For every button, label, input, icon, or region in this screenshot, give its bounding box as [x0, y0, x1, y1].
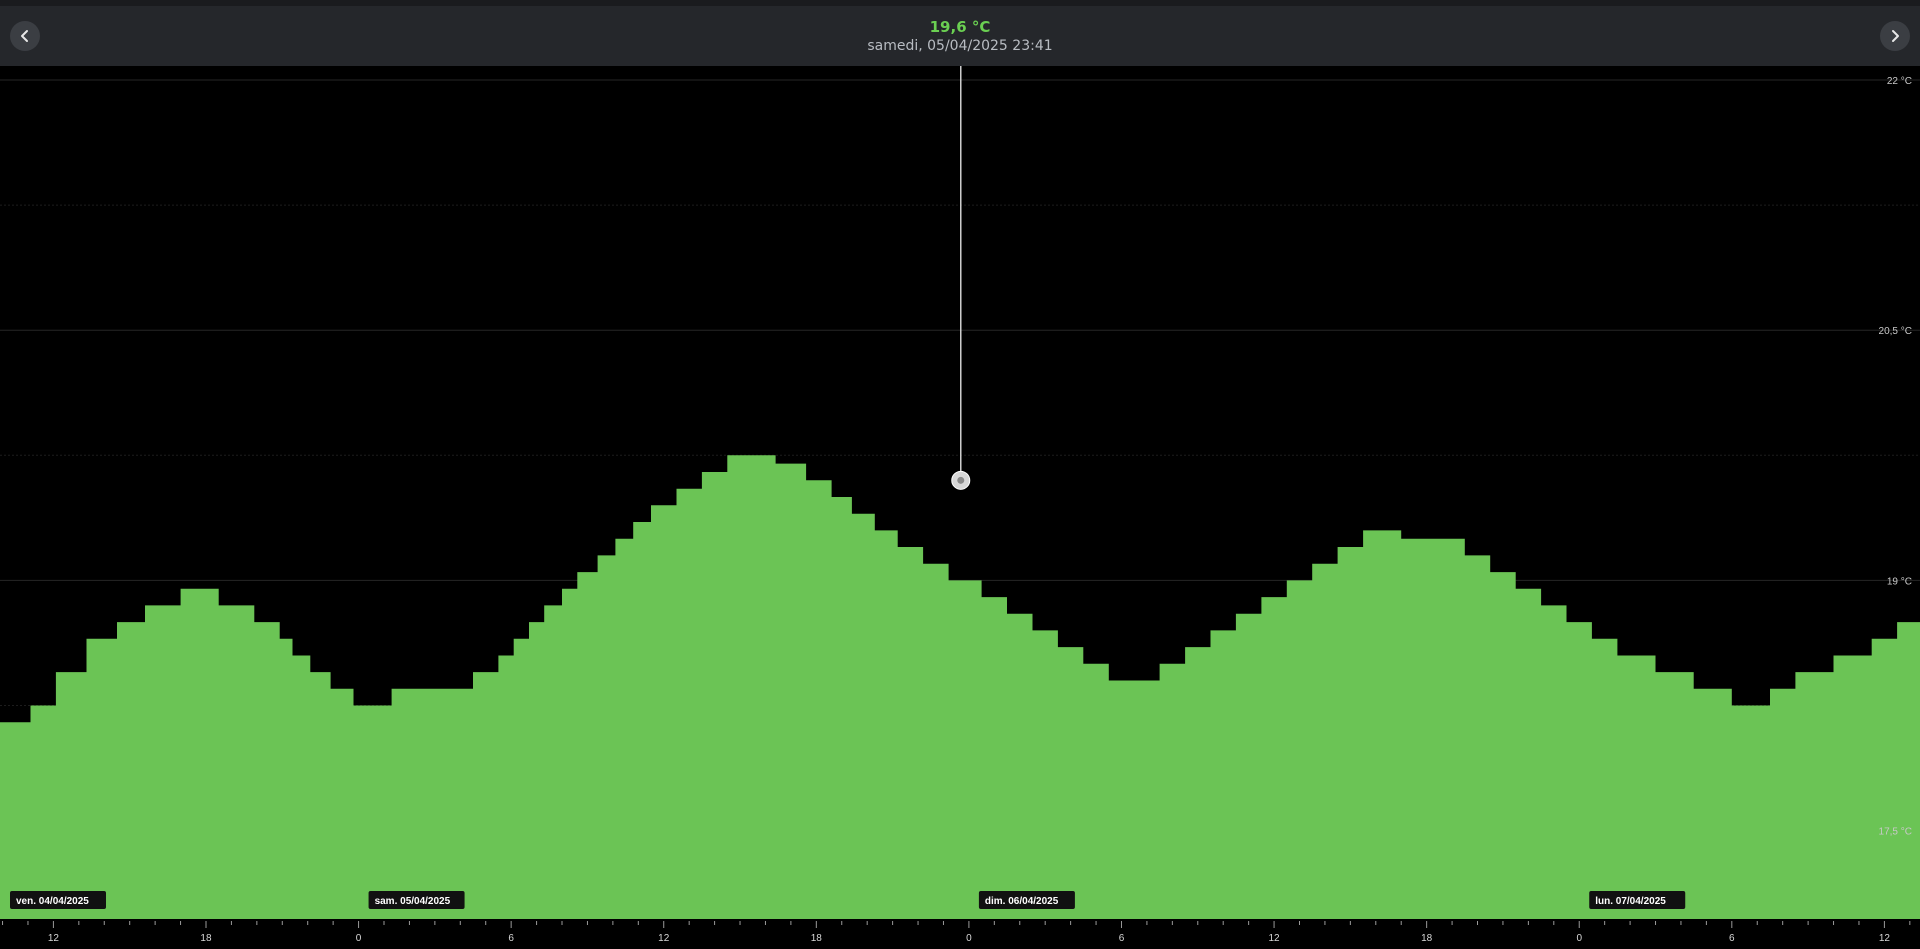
x-axis: 12 18 0 6 12 18 0 6 12 18 0 6 12 [0, 919, 1920, 949]
day-label-text: dim. 06/04/2025 [985, 896, 1059, 907]
x-tick-label: 18 [1421, 933, 1433, 944]
chevron-right-icon [1892, 30, 1899, 42]
day-label-badge [978, 891, 1075, 909]
day-label: sam. 05/04/2025 [368, 891, 465, 909]
x-tick-label: 6 [508, 933, 514, 944]
day-label-badge [10, 891, 106, 909]
next-button[interactable] [1880, 21, 1910, 51]
x-tick-label: 18 [200, 933, 212, 944]
value-readout: 19,6 °C samedi, 05/04/2025 23:41 [0, 18, 1920, 56]
y-tick-label: 20,5 °C [1879, 326, 1912, 337]
y-axis-labels: 22 °C 20,5 °C 19 °C 17,5 °C [1879, 76, 1912, 838]
x-tick-label: 18 [811, 933, 823, 944]
day-label-text: sam. 05/04/2025 [375, 896, 451, 907]
previous-button[interactable] [10, 21, 40, 51]
x-tick-label: 12 [1269, 933, 1281, 944]
y-tick-label: 19 °C [1887, 576, 1912, 587]
day-label-badge [368, 891, 465, 909]
current-value: 19,6 °C [929, 18, 991, 36]
day-labels: ven. 04/04/2025 sam. 05/04/2025 dim. 06/04… [10, 891, 1686, 909]
x-tick-label: 0 [1576, 933, 1582, 944]
day-label-text: ven. 04/04/2025 [16, 896, 89, 907]
chart-header: 19,6 °C samedi, 05/04/2025 23:41 [0, 0, 1920, 66]
temperature-chart[interactable]: 22 °C 20,5 °C 19 °C 17,5 °C ven. 04/04/2025… [0, 66, 1920, 949]
day-label: ven. 04/04/2025 [10, 891, 106, 909]
cursor-handle-center [957, 476, 965, 484]
x-tick-label: 12 [1879, 933, 1891, 944]
cursor[interactable] [951, 66, 971, 490]
day-label: lun. 07/04/2025 [1589, 891, 1686, 909]
x-tick-label: 0 [966, 933, 972, 944]
x-tick-label: 6 [1729, 933, 1735, 944]
y-tick-label: 17,5 °C [1879, 827, 1912, 838]
day-label-text: lun. 07/04/2025 [1595, 896, 1666, 907]
day-label: dim. 06/04/2025 [978, 891, 1075, 909]
x-axis-band [0, 919, 1920, 949]
day-label-badge [1589, 891, 1686, 909]
x-tick-label: 0 [356, 933, 362, 944]
x-tick-label: 6 [1119, 933, 1125, 944]
chevron-left-icon [21, 30, 28, 42]
current-datetime: samedi, 05/04/2025 23:41 [867, 38, 1053, 54]
x-tick-label: 12 [48, 933, 60, 944]
x-tick-label: 12 [658, 933, 670, 944]
temperature-area [0, 455, 1920, 919]
y-tick-label: 22 °C [1887, 76, 1912, 87]
